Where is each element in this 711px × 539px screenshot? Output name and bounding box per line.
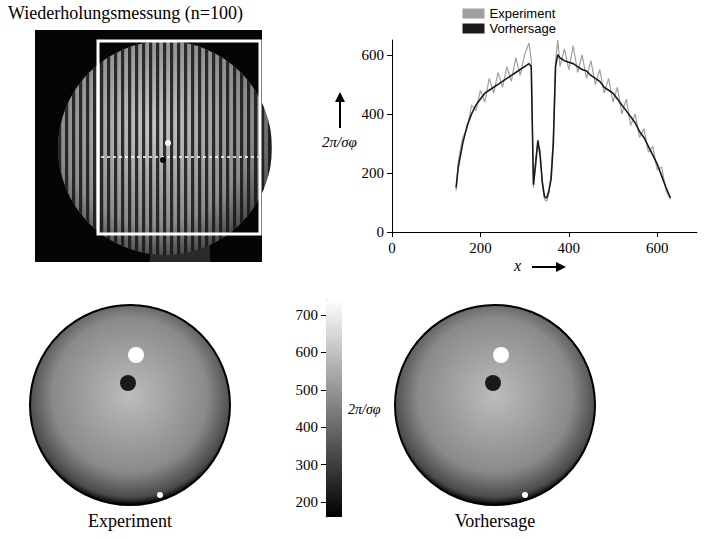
svg-text:Vorhersage: Vorhersage [455,511,536,531]
svg-text:600: 600 [362,47,385,63]
svg-text:200: 200 [296,494,319,510]
svg-text:0: 0 [388,240,396,256]
svg-text:2π/σφ: 2π/σφ [348,402,381,417]
svg-text:400: 400 [558,240,581,256]
svg-text:2π/σφ: 2π/σφ [322,134,357,150]
svg-text:400: 400 [296,419,319,435]
svg-text:500: 500 [296,382,319,398]
svg-text:Experiment: Experiment [88,511,172,531]
svg-text:200: 200 [469,240,492,256]
svg-text:x: x [513,257,521,274]
svg-text:Experiment: Experiment [490,6,556,21]
svg-text:700: 700 [296,307,319,323]
svg-text:0: 0 [377,224,385,240]
svg-text:600: 600 [646,240,669,256]
svg-text:Vorhersage: Vorhersage [490,21,557,36]
svg-text:200: 200 [362,165,385,181]
svg-text:600: 600 [296,344,319,360]
svg-text:Wiederholungsmessung (n=100): Wiederholungsmessung (n=100) [8,3,243,24]
svg-text:400: 400 [362,106,385,122]
svg-text:300: 300 [296,457,319,473]
